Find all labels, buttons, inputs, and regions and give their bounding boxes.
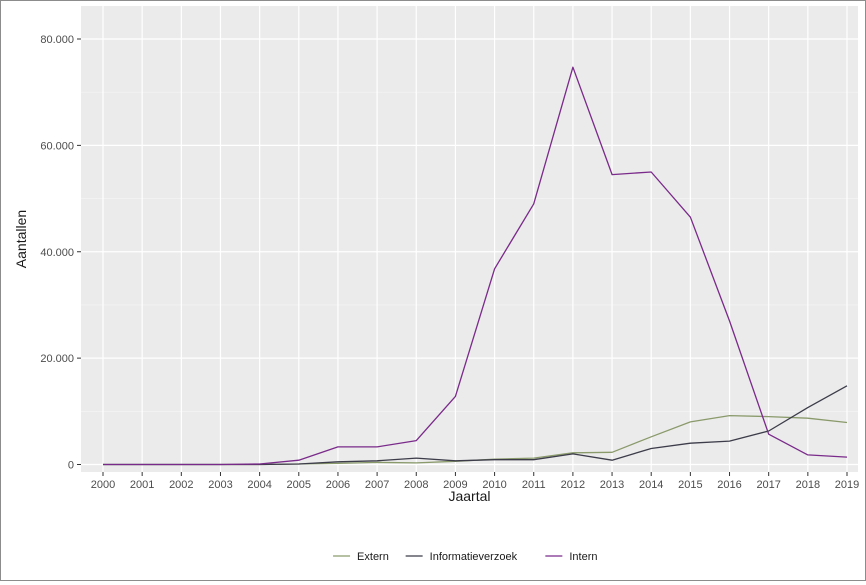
panel-background [81, 6, 858, 472]
x-tick-label: 2014 [639, 479, 663, 491]
x-tick-label: 2007 [365, 479, 389, 491]
x-tick-label: 2009 [443, 479, 467, 491]
x-tick-label: 2006 [326, 479, 350, 491]
x-tick-label: 2017 [756, 479, 780, 491]
x-tick-label: 2008 [404, 479, 428, 491]
x-tick-label: 2011 [522, 479, 546, 491]
x-tick-label: 2003 [208, 479, 232, 491]
x-tick-label: 2018 [796, 479, 820, 491]
y-tick-label: 0 [68, 460, 74, 472]
legend: Extern Informatieverzoek Intern [333, 551, 597, 563]
legend-label-extern: Extern [357, 551, 389, 563]
x-tick-label: 2005 [287, 479, 311, 491]
x-tick-label: 2015 [678, 479, 702, 491]
x-tick-label: 2002 [169, 479, 193, 491]
legend-label-intern: Intern [569, 551, 597, 563]
legend-label-informatieverzoek: Informatieverzoek [430, 551, 518, 563]
x-tick-label: 2000 [91, 479, 115, 491]
x-tick-label: 2004 [247, 479, 271, 491]
x-tick-label: 2010 [482, 479, 506, 491]
x-tick-label: 2019 [835, 479, 859, 491]
y-axis-title: Aantallen [13, 210, 29, 268]
x-tick-label: 2012 [561, 479, 585, 491]
x-tick-label: 2001 [130, 479, 154, 491]
series-lines [103, 66, 848, 466]
x-tick-label: 2016 [717, 479, 741, 491]
y-axis-ticks: 0 20.000 40.000 60.000 80.000 [40, 34, 81, 472]
y-tick-label: 40.000 [40, 247, 74, 259]
y-tick-label: 20.000 [40, 353, 74, 365]
grid-lines [81, 6, 858, 472]
x-axis-ticks: 2000 2001 2002 2003 2004 2005 2006 2007 2008 2009… [91, 472, 859, 491]
y-tick-label: 60.000 [40, 140, 74, 152]
series-line-intern [103, 66, 848, 466]
y-tick-label: 80.000 [40, 34, 74, 46]
x-axis-title: Jaartal [448, 488, 490, 504]
x-tick-label: 2013 [600, 479, 624, 491]
plot-panel [81, 6, 858, 472]
